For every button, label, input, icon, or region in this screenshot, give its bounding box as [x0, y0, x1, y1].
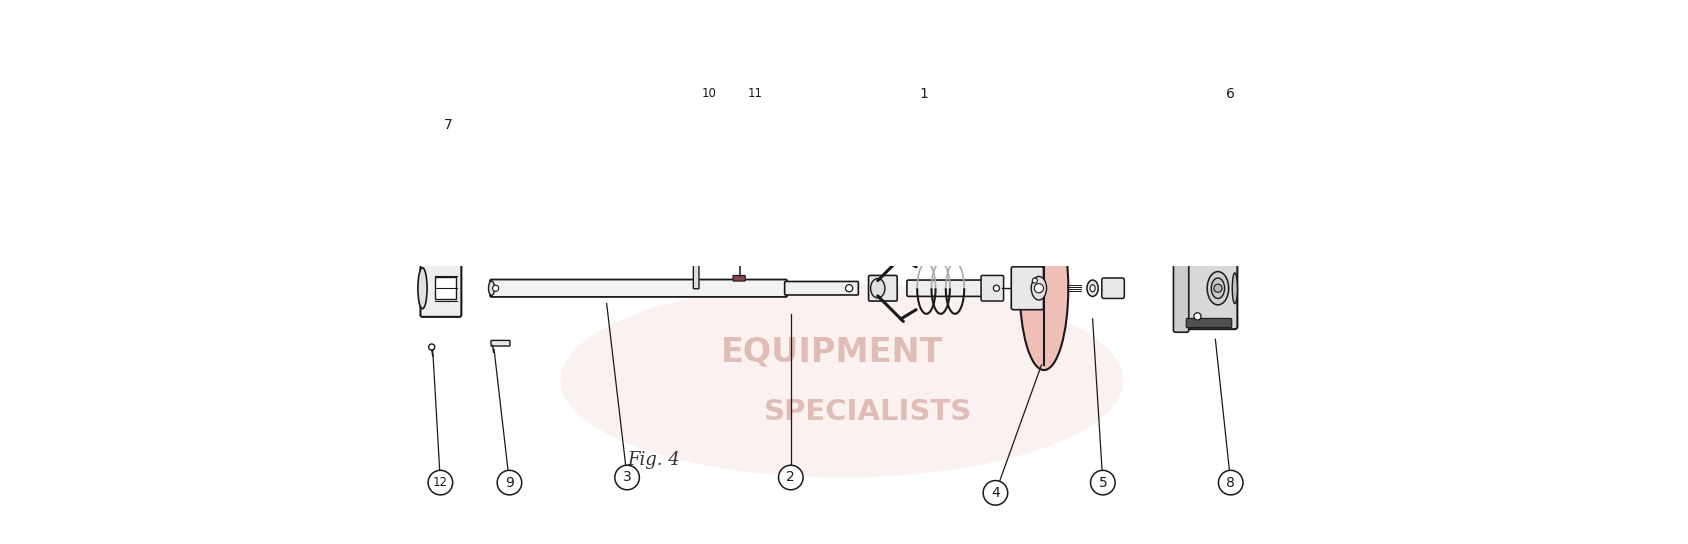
Circle shape	[982, 480, 1008, 505]
Circle shape	[614, 465, 640, 490]
Ellipse shape	[1212, 278, 1224, 299]
FancyBboxPatch shape	[785, 281, 858, 295]
Text: 11: 11	[748, 88, 763, 100]
Circle shape	[1214, 284, 1222, 292]
Circle shape	[1193, 313, 1202, 320]
Circle shape	[436, 112, 461, 137]
Ellipse shape	[871, 279, 885, 298]
Ellipse shape	[1020, 206, 1069, 370]
Circle shape	[912, 82, 937, 106]
Text: SPECIALISTS: SPECIALISTS	[763, 398, 972, 426]
Text: 7: 7	[444, 118, 452, 132]
Text: 4: 4	[991, 486, 999, 500]
FancyBboxPatch shape	[733, 275, 746, 281]
Circle shape	[1193, 257, 1202, 264]
Text: 12: 12	[432, 476, 447, 489]
FancyBboxPatch shape	[1187, 318, 1232, 327]
Circle shape	[697, 82, 721, 106]
Text: Fig. 4: Fig. 4	[628, 450, 680, 468]
Circle shape	[778, 465, 803, 490]
FancyBboxPatch shape	[491, 341, 510, 346]
Ellipse shape	[1087, 280, 1099, 296]
FancyBboxPatch shape	[490, 280, 787, 297]
FancyBboxPatch shape	[981, 275, 1004, 301]
Text: 10: 10	[702, 88, 716, 100]
Text: 6: 6	[1225, 87, 1236, 101]
FancyBboxPatch shape	[1173, 244, 1188, 332]
Bar	[436, 277, 456, 300]
Text: 8: 8	[1225, 475, 1236, 490]
Ellipse shape	[1031, 276, 1047, 300]
FancyBboxPatch shape	[694, 265, 699, 289]
FancyBboxPatch shape	[869, 275, 898, 301]
FancyBboxPatch shape	[1182, 248, 1237, 329]
Circle shape	[429, 344, 436, 350]
Text: 9: 9	[505, 475, 513, 490]
Circle shape	[1090, 471, 1116, 495]
Ellipse shape	[560, 283, 1123, 478]
Text: 3: 3	[623, 471, 631, 485]
Ellipse shape	[1207, 271, 1229, 305]
FancyBboxPatch shape	[1011, 267, 1043, 310]
Ellipse shape	[419, 268, 427, 308]
Circle shape	[846, 285, 852, 292]
Circle shape	[429, 471, 452, 495]
Circle shape	[498, 471, 522, 495]
Circle shape	[743, 82, 768, 106]
Text: 1: 1	[920, 87, 928, 101]
FancyBboxPatch shape	[420, 259, 461, 317]
Ellipse shape	[1090, 285, 1096, 292]
Circle shape	[1033, 278, 1038, 283]
Ellipse shape	[1232, 273, 1237, 304]
Circle shape	[493, 285, 498, 291]
Text: EQUIPMENT: EQUIPMENT	[721, 336, 944, 369]
Circle shape	[1219, 82, 1242, 106]
FancyBboxPatch shape	[1102, 278, 1124, 299]
Circle shape	[1035, 283, 1043, 293]
Circle shape	[1219, 471, 1242, 495]
Text: 5: 5	[1099, 475, 1107, 490]
Ellipse shape	[488, 281, 495, 295]
Circle shape	[993, 285, 999, 291]
FancyBboxPatch shape	[906, 280, 987, 296]
Text: 2: 2	[787, 471, 795, 485]
